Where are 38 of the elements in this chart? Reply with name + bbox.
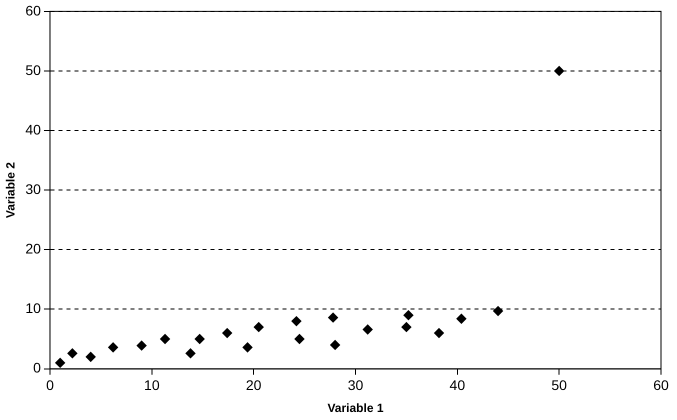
point bbox=[160, 334, 170, 344]
point bbox=[401, 322, 412, 332]
x-tick-label: 20 bbox=[246, 377, 262, 394]
point bbox=[362, 324, 373, 334]
point bbox=[254, 322, 264, 332]
x-tick-label: 50 bbox=[551, 377, 568, 394]
x-tick-label: 40 bbox=[450, 377, 466, 394]
x-tick-label: 60 bbox=[653, 377, 669, 394]
point bbox=[186, 348, 196, 358]
point bbox=[328, 312, 338, 323]
point bbox=[136, 340, 147, 351]
point bbox=[222, 328, 232, 338]
y-tick-label: 50 bbox=[25, 62, 42, 78]
point bbox=[403, 310, 414, 320]
point bbox=[294, 334, 304, 344]
point bbox=[291, 316, 302, 326]
y-tick-label: 30 bbox=[25, 180, 42, 197]
point bbox=[55, 358, 66, 368]
point bbox=[242, 342, 253, 352]
y-tick-label: 10 bbox=[25, 300, 42, 316]
point bbox=[194, 334, 205, 344]
point bbox=[108, 342, 118, 352]
y-axis-title: Variable 2 bbox=[4, 162, 18, 218]
y-tick-label: 20 bbox=[25, 240, 42, 257]
x-tick-label: 30 bbox=[348, 377, 364, 394]
x-axis-title: Variable 1 bbox=[327, 401, 384, 416]
point bbox=[456, 314, 466, 324]
point bbox=[86, 352, 96, 362]
x-tick-label: 10 bbox=[144, 377, 160, 394]
y-tick-label: 60 bbox=[25, 2, 42, 18]
point bbox=[434, 328, 444, 338]
point bbox=[493, 306, 504, 316]
point bbox=[330, 340, 340, 350]
y-tick-label: 0 bbox=[33, 360, 42, 376]
y-tick-label: 40 bbox=[25, 121, 42, 138]
point bbox=[554, 66, 564, 76]
point bbox=[67, 348, 78, 358]
x-tick-label: 0 bbox=[46, 377, 54, 394]
